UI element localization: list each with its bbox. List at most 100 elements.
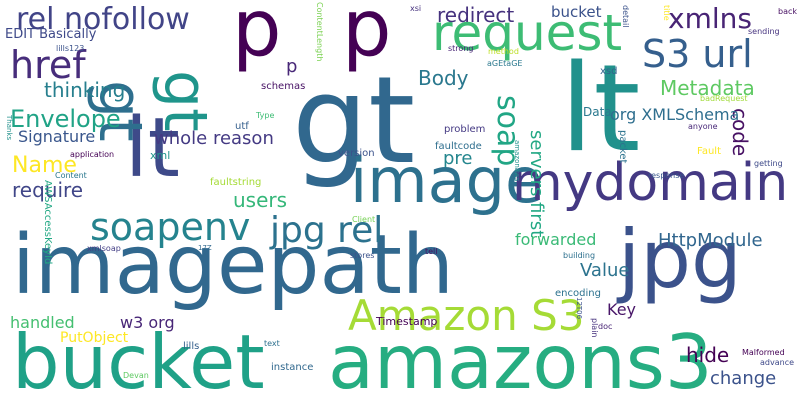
word-text: Key [607,300,637,319]
word-text: S3 url [642,32,753,76]
word-text: Fault [697,146,721,157]
word: badRequest [700,95,748,103]
word: aGEtaGE [487,60,522,68]
word: bucket [12,325,265,400]
word: Envelope [10,107,121,131]
word-text: faultcode [435,141,482,152]
word: p [286,58,297,76]
word: forwarded [515,232,596,248]
word: hide [686,345,729,365]
word: amazons3 [328,325,713,400]
word-text: lills123 [56,44,85,53]
word: text [264,340,280,348]
word: getting [754,160,783,168]
word-text: bucket [551,3,602,21]
word-text: handled [10,313,75,332]
word-text: rel nofollow [16,2,190,37]
word-text: xmlns [668,2,752,35]
word-text: Metadata [660,76,755,100]
word-text: amazonaws [513,140,521,182]
word-text: Devan [123,371,149,380]
word-text: AWSAccessKeyId [42,180,53,265]
word-text: xsd [600,66,618,77]
word: anyone [688,123,718,131]
word: 12T06 [575,297,604,319]
word: bucket [551,5,602,20]
word: p [342,0,392,68]
word-text: p [342,0,392,74]
word-text: back [778,7,798,16]
word: Thanks [5,115,37,140]
word-text: advance [760,358,795,367]
word: faultcode [435,142,482,152]
word: instance [271,363,313,373]
word: Metadata [660,78,755,98]
word-text: Type [256,111,275,120]
word-text: problem [444,124,486,135]
word: Fault [697,147,721,157]
word: application [70,151,114,159]
word-text: plain [590,318,599,338]
word: S3 url [642,35,753,73]
word-text: method [488,47,519,56]
word-text: jpg rel [270,210,384,251]
word: version [338,149,375,159]
word-text: Client [352,215,376,224]
word-text: p [232,0,282,74]
word-text: thinking [44,78,126,102]
word: PutObject [60,331,128,345]
word: imagepath [12,225,454,307]
word: Signature [18,129,95,145]
word-text: tell [425,247,438,256]
word: Amazon S3 [348,295,584,337]
word: Client [352,216,375,224]
word-text: xsi [410,4,422,13]
word-text: xml [150,149,171,162]
word-text: Body [418,66,469,90]
word-text: pre [443,148,473,169]
word: jpg rel [270,213,383,249]
word-text: p [286,56,298,77]
word-text: lt [560,40,641,179]
word-text: encoding [555,288,601,299]
word: xml [150,150,170,161]
word: lills [183,342,199,352]
word-text: soapenv [90,205,251,249]
word-text: badRequest [700,94,748,103]
word: thinking [44,80,125,100]
word: sending [748,28,780,36]
word: AWSAccessKeyId [42,180,136,264]
word: users [233,190,287,210]
word: advance [760,359,794,367]
word-text: doc [598,322,613,331]
word-text: getting [754,159,783,168]
word-text: Signature [18,127,96,146]
word-text: mydomain [512,153,789,213]
word: w3 org [120,315,175,331]
word-text: image [350,144,544,217]
word-text: Envelope [10,105,121,133]
word-text: Amazon S3 [348,291,585,340]
word: title [662,5,686,21]
word: Type [256,112,274,120]
word: xmlsoap [87,245,121,253]
word-text: org XMLSchema [610,105,740,124]
word-text: bucket [12,318,265,400]
word-text: aGEtaGE [487,59,523,68]
word-text: request [432,4,623,62]
word-text: 12T06 [575,297,583,320]
word: code [728,108,798,156]
word-text: Content [55,171,87,180]
word: problem [444,125,485,135]
word: Content [55,172,87,180]
word-text: strong [448,44,474,53]
word-text: PutObject [60,330,129,346]
word: strong [448,45,473,53]
word-text: jpg [618,213,742,306]
word: method [488,48,519,56]
word: mydomain [512,157,788,209]
word: lills123 [56,45,84,53]
word: packet [617,130,660,163]
word-text: EDIT Basically [5,27,97,42]
